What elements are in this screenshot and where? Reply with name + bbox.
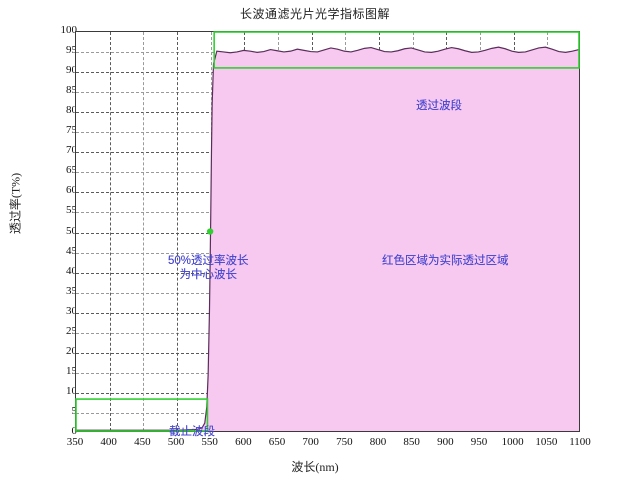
x-tick-1000: 1000 bbox=[501, 436, 524, 448]
y-tick-50: 50 bbox=[66, 224, 77, 237]
x-tick-500: 500 bbox=[167, 436, 185, 448]
y-tick-10: 10 bbox=[66, 384, 77, 397]
x-tick-400: 400 bbox=[100, 436, 117, 448]
spec-boxes bbox=[75, 31, 580, 432]
y-tick-95: 95 bbox=[66, 44, 77, 57]
gridline-v-450 bbox=[143, 32, 145, 431]
annotation-pass-band: 透过波段 bbox=[416, 100, 462, 112]
annotation-center-wavelength-line2: 为中心波长 bbox=[179, 269, 238, 282]
y-tick-30: 30 bbox=[66, 304, 77, 317]
spec-box bbox=[213, 31, 580, 69]
y-tick-55: 55 bbox=[66, 204, 77, 217]
y-tick-40: 40 bbox=[66, 264, 77, 277]
y-tick-20: 20 bbox=[66, 344, 77, 357]
x-tick-950: 950 bbox=[470, 436, 488, 448]
x-tick-850: 850 bbox=[403, 436, 420, 448]
x-tick-600: 600 bbox=[235, 436, 252, 448]
x-axis-title: 波长(nm) bbox=[291, 460, 339, 474]
y-tick-5: 5 bbox=[37, 405, 78, 417]
gridline-v-400 bbox=[109, 32, 111, 431]
x-tick-750: 750 bbox=[336, 436, 353, 448]
y-tick-35: 35 bbox=[66, 284, 77, 297]
x-tick-350: 350 bbox=[66, 436, 84, 448]
annotation-center-wavelength: 50%透过率波长 为中心波长 bbox=[168, 254, 249, 283]
x-tick-450: 450 bbox=[134, 436, 151, 448]
y-tick-60: 60 bbox=[66, 184, 77, 197]
x-tick-550: 550 bbox=[201, 436, 218, 448]
transmission-fill-region bbox=[76, 47, 579, 431]
x-tick-700: 700 bbox=[302, 436, 319, 448]
x-tick-900: 900 bbox=[437, 436, 454, 448]
chart-title: 长波通滤光片光学指标图解 bbox=[239, 7, 390, 21]
center-wavelength-marker bbox=[206, 228, 214, 235]
y-axis-title: 透过率(T%) bbox=[8, 172, 23, 235]
chart-svg bbox=[75, 31, 580, 432]
y-tick-80: 80 bbox=[66, 104, 77, 117]
y-tick-90: 90 bbox=[66, 64, 77, 77]
gridline-v-500 bbox=[177, 32, 178, 431]
y-tick-75: 75 bbox=[66, 124, 77, 137]
x-tick-800: 800 bbox=[369, 436, 387, 448]
y-tick-65: 65 bbox=[66, 164, 77, 177]
y-tick-100: 100 bbox=[60, 24, 78, 36]
annotation-red-region: 红色区域为实际透过区域 bbox=[382, 255, 509, 267]
spec-box bbox=[75, 398, 209, 432]
y-tick-15: 15 bbox=[66, 364, 77, 377]
annotation-center-wavelength-line1: 50%透过率波长 bbox=[168, 255, 249, 267]
y-tick-70: 70 bbox=[66, 144, 77, 157]
annotation-cutoff-band: 截止波段 bbox=[169, 426, 215, 438]
x-tick-1050: 1050 bbox=[535, 436, 558, 448]
y-tick-85: 85 bbox=[66, 84, 77, 97]
x-tick-1100: 1100 bbox=[569, 436, 591, 448]
y-tick-45: 45 bbox=[66, 244, 77, 257]
x-tick-650: 650 bbox=[268, 436, 286, 448]
y-tick-25: 25 bbox=[66, 324, 77, 337]
plot-area: 透过波段 50%透过率波长 为中心波长 红色区域为实际透过区域 截止波段 bbox=[75, 31, 580, 438]
y-tick-0: 0 bbox=[37, 426, 78, 437]
